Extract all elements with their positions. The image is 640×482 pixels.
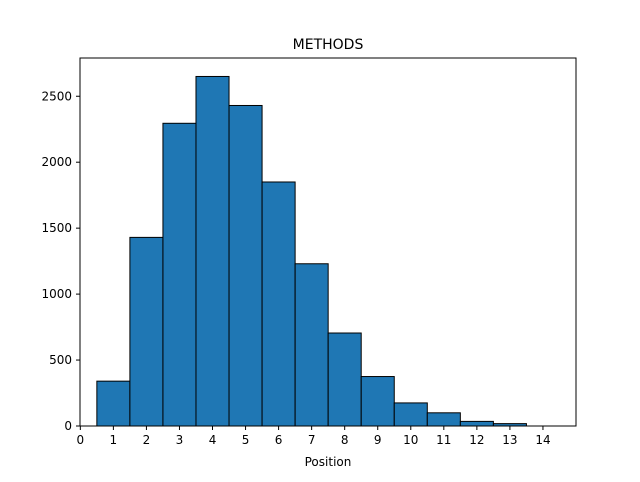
x-tick-label: 13 [502,433,517,447]
x-tick-label: 4 [209,433,217,447]
bars-group [96,75,527,427]
bar-position-8 [327,332,362,427]
bar-position-6 [261,181,296,427]
y-tick-label: 0 [64,419,72,433]
x-tick-label: 9 [374,433,382,447]
bar-position-11 [426,412,461,427]
plot-frame [79,57,577,427]
x-tick-label: 2 [143,433,151,447]
y-tick-label: 1500 [41,221,72,235]
x-tick-label: 1 [110,433,118,447]
bar-position-2 [129,236,164,427]
x-tick-label: 5 [242,433,250,447]
y-tick-label: 2500 [41,89,72,103]
x-tick-label: 7 [308,433,316,447]
bar-position-9 [360,376,395,427]
bar-position-4 [195,75,230,427]
bar-position-10 [393,402,428,427]
y-tick-label: 2000 [41,155,72,169]
x-axis-ticks: 0 1 2 3 4 5 6 7 8 9 10 11 12 13 14 [77,426,551,447]
bar-position-7 [294,263,329,427]
y-tick-label: 1000 [41,287,72,301]
x-tick-label: 14 [535,433,550,447]
bar-position-1 [96,380,131,427]
x-axis-label: Position [305,455,352,469]
x-tick-label: 0 [77,433,85,447]
x-tick-label: 6 [275,433,283,447]
x-tick-label: 12 [469,433,484,447]
y-tick-label: 500 [49,353,72,367]
x-tick-label: 11 [436,433,451,447]
y-axis-ticks: 0 500 1000 1500 2000 2500 [41,89,80,433]
bar-position-12 [459,420,494,427]
x-tick-label: 3 [176,433,184,447]
x-tick-label: 10 [403,433,418,447]
bar-position-3 [162,122,197,427]
bar-position-5 [228,104,263,427]
x-tick-label: 8 [341,433,349,447]
chart-title: METHODS [293,37,364,53]
